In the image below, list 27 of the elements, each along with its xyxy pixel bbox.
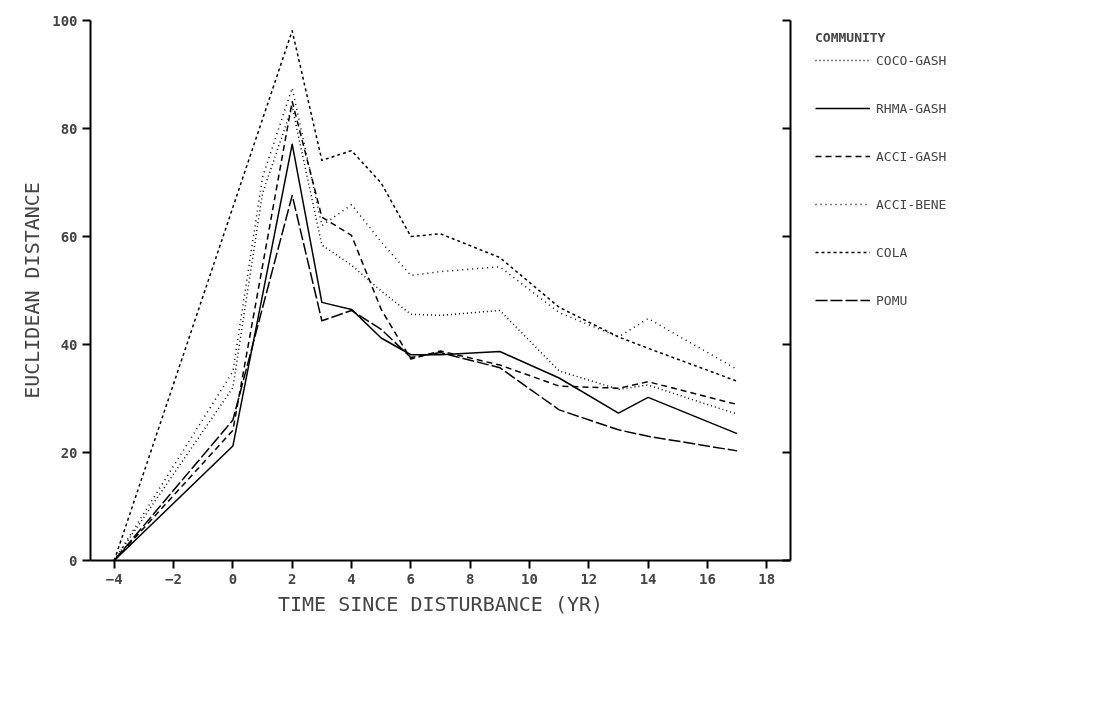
y-tick-label: 80	[60, 120, 78, 137]
x-tick-label: 4	[347, 570, 356, 587]
x-tick-label: 14	[639, 570, 657, 587]
x-tick-label: 12	[580, 570, 598, 587]
y-axis-title: EUCLIDEAN DISTANCE	[20, 182, 45, 399]
y-tick-label: 60	[60, 228, 78, 245]
y-tick-label: 40	[60, 336, 78, 353]
y-tick-label: 20	[60, 444, 78, 461]
legend-label: ACCI-GASH	[876, 148, 947, 164]
legend-label: COLA	[876, 244, 908, 260]
x-tick-label: 8	[465, 570, 475, 587]
x-tick-label: 6	[406, 570, 416, 587]
legend-label: ACCI-BENE	[876, 196, 947, 212]
y-tick-label: 100	[52, 12, 78, 29]
y-tick-label: 0	[69, 552, 78, 569]
x-tick-label: 10	[521, 570, 538, 587]
legend-label: RHMA-GASH	[876, 100, 947, 116]
legend-title: COMMUNITY	[815, 30, 887, 45]
x-tick-label: −2	[165, 570, 182, 587]
legend-label: COCO-GASH	[876, 52, 947, 68]
legend-label: POMU	[876, 292, 908, 308]
x-tick-label: 0	[228, 570, 238, 587]
x-tick-label: 16	[699, 570, 716, 587]
x-tick-label: 18	[758, 570, 776, 587]
x-tick-label: −4	[105, 570, 123, 587]
x-axis-title: TIME SINCE DISTURBANCE (YR)	[277, 591, 604, 616]
x-tick-label: 2	[287, 570, 297, 587]
